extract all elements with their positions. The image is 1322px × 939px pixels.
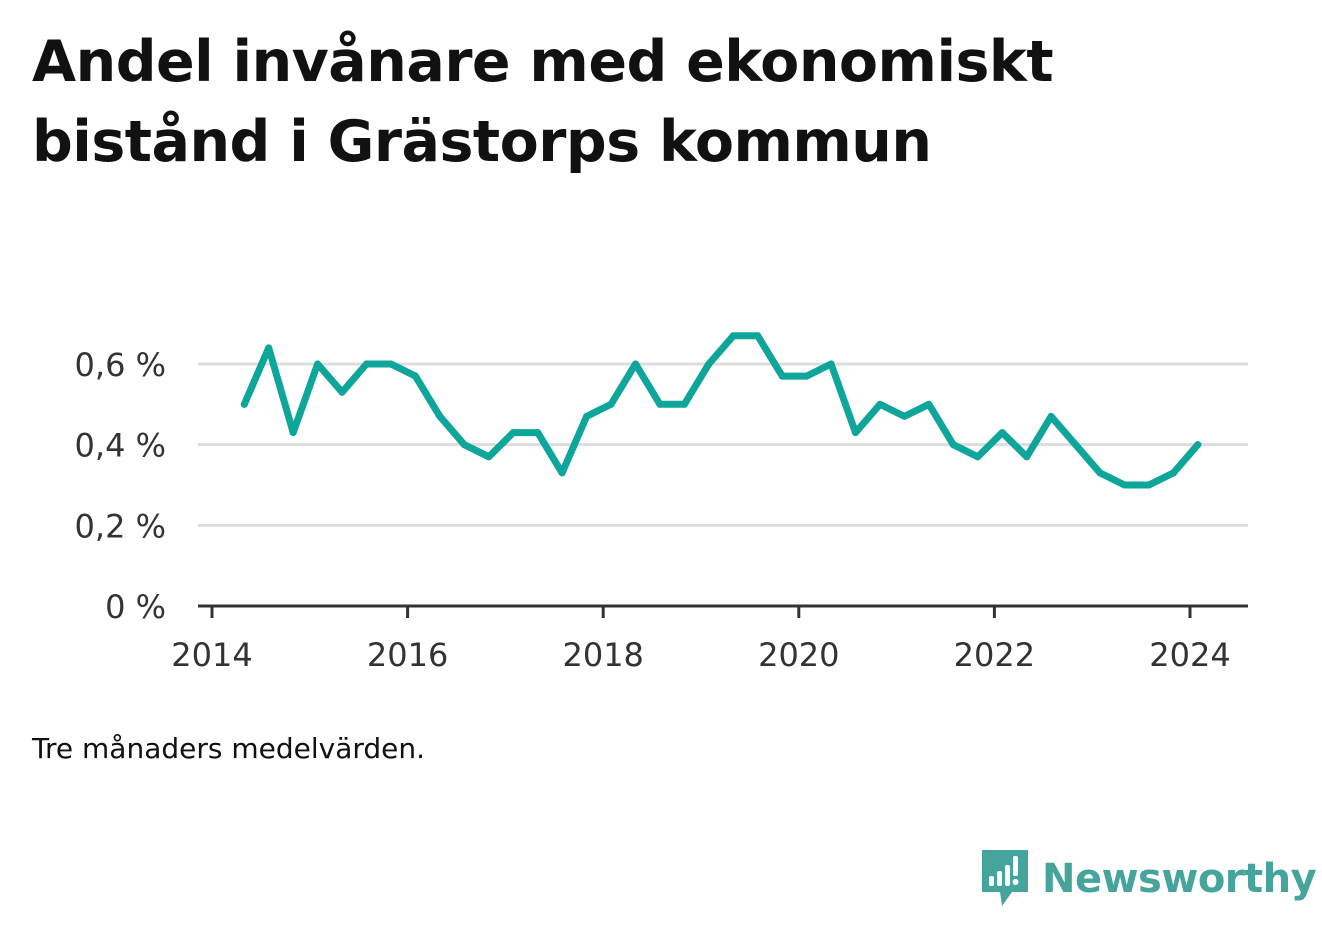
gridlines: [198, 362, 1248, 527]
data-point: [1194, 441, 1202, 449]
data-point: [314, 360, 322, 368]
y-tick-label: 0 %: [105, 588, 166, 626]
x-tick-label: 2014: [171, 636, 252, 674]
data-point: [680, 400, 688, 408]
data-point: [974, 453, 982, 461]
data-point: [534, 429, 542, 437]
data-point: [1169, 469, 1177, 477]
x-tick-label: 2016: [367, 636, 448, 674]
series: [240, 332, 1202, 489]
data-point: [607, 400, 615, 408]
data-point: [265, 344, 273, 352]
data-point: [631, 360, 639, 368]
data-point: [436, 412, 444, 420]
x-tick-label: 2020: [758, 636, 839, 674]
chart-title: Andel invånare med ekonomiskt bistånd i …: [32, 29, 1054, 175]
data-point: [656, 400, 664, 408]
data-point: [949, 441, 957, 449]
data-point: [876, 400, 884, 408]
data-point: [1023, 453, 1031, 461]
data-point: [387, 360, 395, 368]
data-point: [754, 332, 762, 340]
brand-logo[interactable]: Newsworthy: [980, 848, 1317, 910]
newsworthy-logo-icon: [982, 850, 1028, 906]
data-point: [925, 400, 933, 408]
data-point: [460, 441, 468, 449]
y-tick-label: 0,6 %: [75, 346, 166, 384]
data-point: [803, 372, 811, 380]
data-point: [1145, 481, 1153, 489]
data-point: [729, 332, 737, 340]
x-tick-label: 2022: [954, 636, 1035, 674]
y-axis-ticks: 0 % 0,2 % 0,4 % 0,6 %: [75, 346, 166, 626]
y-tick-label: 0,2 %: [75, 507, 166, 545]
x-tick-label: 2024: [1149, 636, 1230, 674]
x-tick-label: 2018: [562, 636, 643, 674]
data-point: [1047, 412, 1055, 420]
data-point: [852, 429, 860, 437]
data-point: [338, 388, 346, 396]
data-point: [1096, 469, 1104, 477]
data-point: [509, 429, 517, 437]
data-point: [411, 372, 419, 380]
data-point: [289, 429, 297, 437]
data-point: [998, 429, 1006, 437]
data-point: [485, 453, 493, 461]
y-tick-label: 0,4 %: [75, 427, 166, 465]
data-point: [363, 360, 371, 368]
data-point: [900, 412, 908, 420]
data-point: [240, 400, 248, 408]
series-line: [240, 332, 1202, 489]
data-point: [583, 412, 591, 420]
chart-note: Tre månaders medelvärden.: [32, 732, 426, 765]
data-point: [558, 469, 566, 477]
data-point: [778, 372, 786, 380]
data-point: [1072, 441, 1080, 449]
data-point: [827, 360, 835, 368]
brand-name: Newsworthy: [1042, 856, 1317, 902]
data-point: [1120, 481, 1128, 489]
x-axis-ticks: 2014 2016 2018 2020 2022 2024: [171, 606, 1231, 674]
data-point: [705, 360, 713, 368]
